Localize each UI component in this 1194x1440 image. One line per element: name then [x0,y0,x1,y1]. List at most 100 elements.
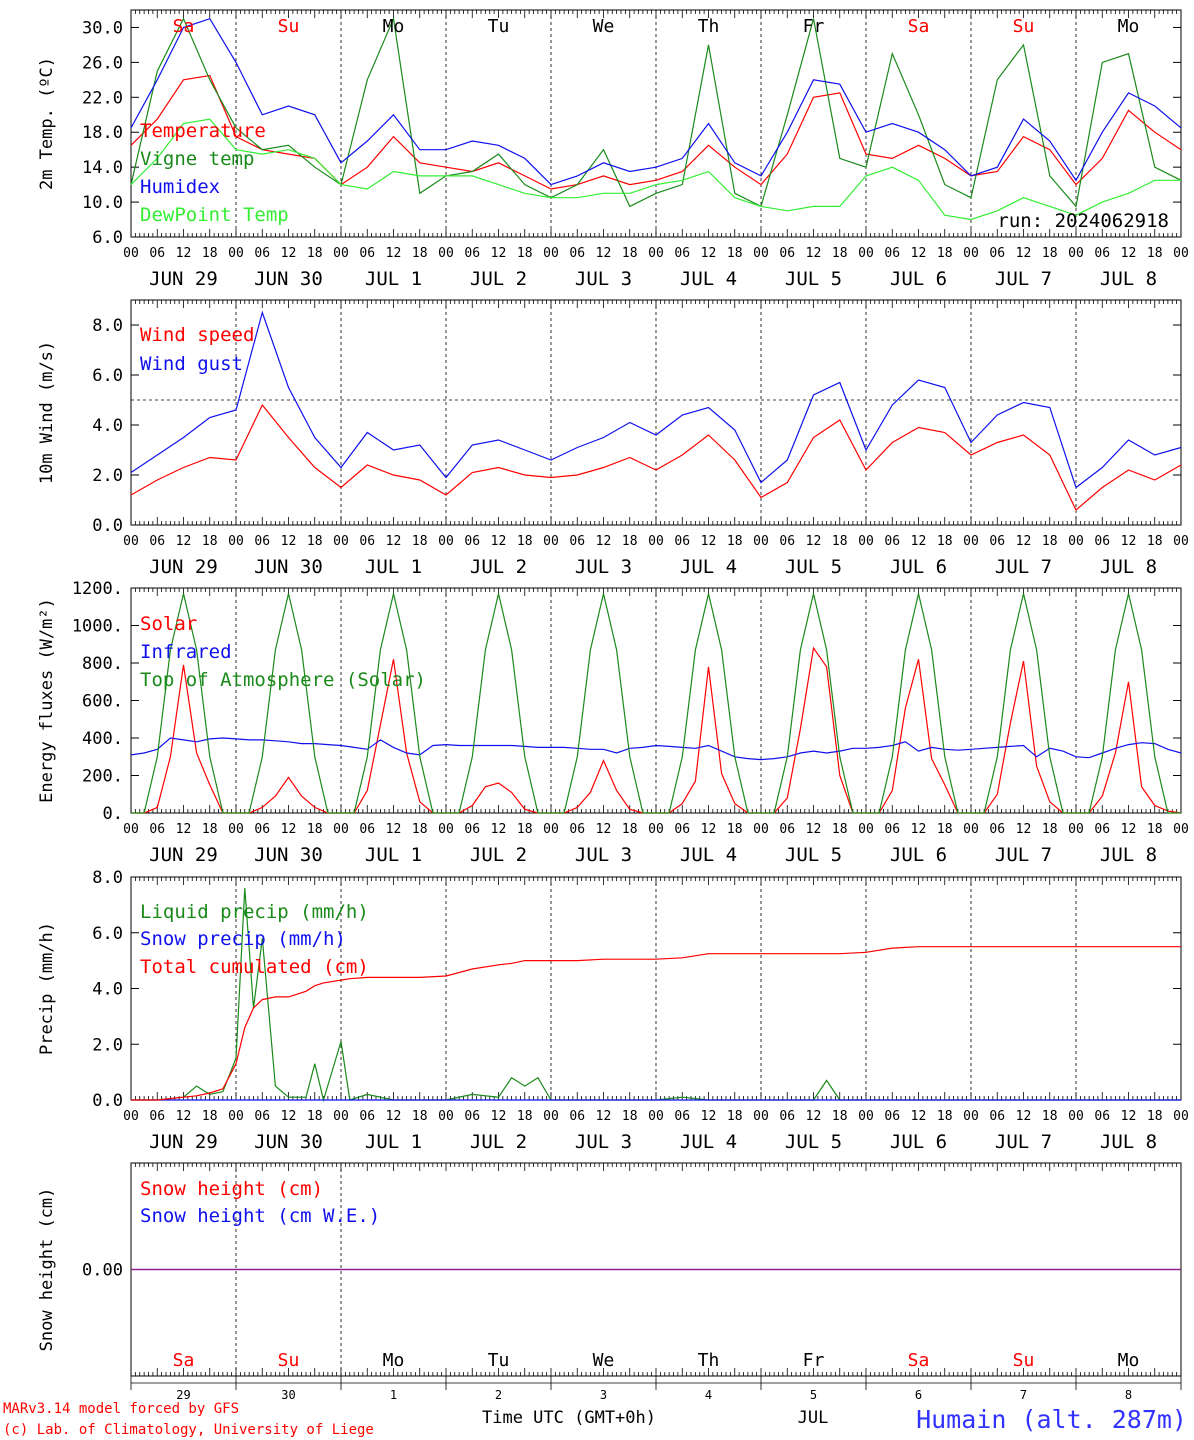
date-label: JUL 4 [680,556,737,578]
hour-tick-label: 00 [123,822,139,837]
y-tick-label: 2.0 [92,466,123,486]
hour-tick-label: 06 [1094,534,1110,549]
y-tick-label: 14.0 [82,158,123,178]
day-name-label: Sa [908,1350,930,1371]
y-tick-label: 0.00 [82,1261,123,1281]
y-tick-label: 18.0 [82,123,123,143]
hour-tick-label: 00 [1173,534,1189,549]
day-name-label: Tu [488,1350,510,1371]
hour-tick-label: 00 [1068,534,1084,549]
day-name-label: We [593,16,615,37]
y-axis-label: Energy fluxes (W/m²) [37,598,57,803]
date-label: JUN 29 [149,844,218,866]
hour-tick-label: 12 [491,534,507,549]
hour-tick-label: 06 [254,246,270,261]
y-tick-label: 0.0 [92,1091,123,1111]
date-label: JUL 1 [365,268,422,290]
date-label: JUL 8 [1100,556,1157,578]
date-label: JUN 29 [149,268,218,290]
day-name-label: Th [698,16,720,37]
y-tick-label: 10.0 [82,193,123,213]
hour-tick-label: 12 [1121,1109,1137,1124]
series-line-green [131,593,1181,814]
hour-tick-label: 00 [123,246,139,261]
hour-tick-label: 00 [1068,822,1084,837]
hour-tick-label: 12 [911,534,927,549]
hour-tick-label: 06 [989,822,1005,837]
day-number-label: 4 [705,1388,712,1402]
date-label: JUL 8 [1100,844,1157,866]
hour-tick-label: 06 [254,822,270,837]
legend-entry: DewPoint Temp [140,204,289,226]
hour-tick-label: 18 [202,534,218,549]
y-axis-label: 2m Temp. (ºC) [37,57,57,190]
day-name-label: Fr [803,1350,825,1371]
y-tick-label: 2.0 [92,1035,123,1055]
date-label: JUL 6 [890,556,947,578]
legend-entry: Humidex [140,176,220,198]
hour-tick-label: 18 [307,1109,323,1124]
hour-tick-label: 12 [491,246,507,261]
hour-tick-label: 00 [1068,246,1084,261]
hour-tick-label: 06 [884,534,900,549]
hour-tick-label: 00 [648,534,664,549]
day-name-label: Mo [1118,1350,1140,1371]
plot-frame [130,299,1182,526]
hour-tick-label: 12 [596,246,612,261]
hour-tick-label: 12 [806,1109,822,1124]
hour-tick-label: 00 [123,1109,139,1124]
legend-entry: Infrared [140,641,232,663]
hour-tick-label: 06 [989,534,1005,549]
hour-tick-label: 12 [386,534,402,549]
day-name-label: Su [278,1350,300,1371]
day-name-label: Su [278,16,300,37]
hour-tick-label: 18 [1042,534,1058,549]
hour-tick-label: 12 [701,246,717,261]
series-line-blue [130,310,1182,489]
hour-tick-label: 00 [648,822,664,837]
hour-tick-label: 06 [149,822,165,837]
series-line-red [131,946,1181,1101]
hour-tick-label: 06 [149,1109,165,1124]
hour-tick-label: 12 [911,822,927,837]
hour-tick-label: 06 [1094,1109,1110,1124]
hour-tick-label: 00 [228,1109,244,1124]
hour-tick-label: 18 [412,822,428,837]
y-tick-label: 8.0 [92,316,123,336]
date-label: JUN 30 [254,268,323,290]
date-label: JUL 6 [890,1131,947,1153]
hour-tick-label: 12 [281,822,297,837]
hour-tick-label: 06 [779,822,795,837]
date-label: JUN 29 [149,1131,218,1153]
y-tick-label: 22.0 [82,88,123,108]
hour-tick-label: 06 [359,822,375,837]
hour-tick-label: 00 [543,534,559,549]
hour-tick-label: 00 [438,246,454,261]
legend-entry: Snow height (cm) [140,1178,323,1200]
y-tick-label: 1200. [72,579,123,599]
hour-tick-label: 06 [884,246,900,261]
hour-tick-label: 18 [307,534,323,549]
date-label: JUL 5 [785,844,842,866]
hour-tick-label: 00 [753,822,769,837]
hour-tick-label: 18 [1147,246,1163,261]
y-tick-label: 1000. [72,617,123,637]
day-number-label: 7 [1020,1388,1027,1402]
date-label: JUN 30 [254,1131,323,1153]
hour-tick-label: 06 [674,534,690,549]
day-number-label: 1 [390,1388,397,1402]
hour-tick-label: 00 [648,246,664,261]
hour-tick-label: 12 [281,534,297,549]
hour-tick-label: 06 [359,1109,375,1124]
hour-tick-label: 12 [176,1109,192,1124]
legend-entry: Snow height (cm W.E.) [140,1205,380,1227]
hour-tick-label: 18 [1042,1109,1058,1124]
hour-tick-label: 12 [176,534,192,549]
series-line-blue [130,737,1182,761]
hour-tick-label: 12 [806,246,822,261]
y-tick-label: 800. [82,654,123,674]
hour-tick-label: 06 [674,246,690,261]
date-label: JUL 7 [995,556,1052,578]
day-name-label: Mo [383,1350,405,1371]
hour-tick-label: 18 [202,822,218,837]
